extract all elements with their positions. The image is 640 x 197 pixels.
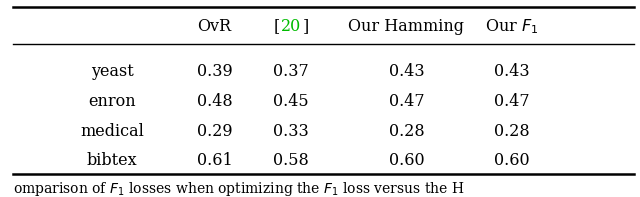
Text: 0.60: 0.60 [388, 152, 424, 169]
Text: 0.33: 0.33 [273, 123, 309, 139]
Text: 0.28: 0.28 [494, 123, 530, 139]
Text: 0.28: 0.28 [388, 123, 424, 139]
Text: ]: ] [303, 18, 309, 35]
Text: [: [ [273, 18, 280, 35]
Text: 0.58: 0.58 [273, 152, 309, 169]
Text: medical: medical [80, 123, 144, 139]
Text: 0.61: 0.61 [196, 152, 232, 169]
Text: 0.60: 0.60 [494, 152, 530, 169]
Text: omparison of $F_1$ losses when optimizing the $F_1$ loss versus the H: omparison of $F_1$ losses when optimizin… [13, 180, 465, 197]
Text: Our $F_1$: Our $F_1$ [485, 17, 539, 36]
Text: enron: enron [88, 93, 136, 110]
Text: 0.47: 0.47 [494, 93, 530, 110]
Text: OvR: OvR [197, 18, 232, 35]
Text: 0.43: 0.43 [388, 63, 424, 80]
Text: yeast: yeast [91, 63, 133, 80]
Text: 0.45: 0.45 [273, 93, 309, 110]
Text: 0.37: 0.37 [273, 63, 309, 80]
Text: Our Hamming: Our Hamming [348, 18, 465, 35]
Text: 0.39: 0.39 [196, 63, 232, 80]
Text: bibtex: bibtex [86, 152, 138, 169]
Text: 0.47: 0.47 [388, 93, 424, 110]
Text: 0.29: 0.29 [196, 123, 232, 139]
Text: 0.48: 0.48 [196, 93, 232, 110]
Text: 0.43: 0.43 [494, 63, 530, 80]
Text: 20: 20 [281, 18, 301, 35]
